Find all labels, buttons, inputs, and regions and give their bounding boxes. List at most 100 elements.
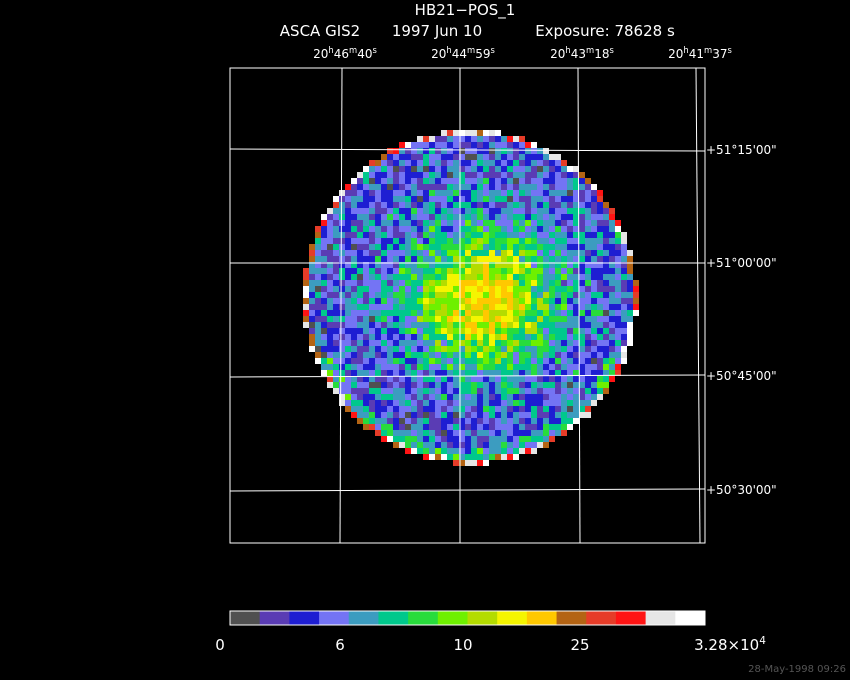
pixel xyxy=(411,160,417,166)
superscript: s xyxy=(609,45,613,55)
pixel xyxy=(315,298,321,304)
pixel xyxy=(519,184,525,190)
pixel xyxy=(591,226,597,232)
pixel xyxy=(375,292,381,298)
pixel xyxy=(465,394,471,400)
pixel xyxy=(333,226,339,232)
dec-label: +51°00'00" xyxy=(706,256,777,270)
pixel xyxy=(339,232,345,238)
pixel xyxy=(501,190,507,196)
pixel xyxy=(483,214,489,220)
pixel xyxy=(417,406,423,412)
pixel xyxy=(585,406,591,412)
pixel xyxy=(465,430,471,436)
pixel xyxy=(477,316,483,322)
pixel xyxy=(537,256,543,262)
pixel xyxy=(447,322,453,328)
pixel xyxy=(447,334,453,340)
pixel xyxy=(519,262,525,268)
pixel xyxy=(591,190,597,196)
pixel xyxy=(627,268,633,274)
pixel xyxy=(357,394,363,400)
pixel xyxy=(441,310,447,316)
pixel xyxy=(519,448,525,454)
pixel xyxy=(363,406,369,412)
pixel xyxy=(429,172,435,178)
pixel xyxy=(405,358,411,364)
pixel xyxy=(609,334,615,340)
pixel xyxy=(507,424,513,430)
pixel xyxy=(489,436,495,442)
pixel xyxy=(453,442,459,448)
pixel xyxy=(525,304,531,310)
pixel xyxy=(345,286,351,292)
pixel xyxy=(531,382,537,388)
pixel xyxy=(339,310,345,316)
pixel xyxy=(549,244,555,250)
pixel xyxy=(579,292,585,298)
pixel xyxy=(519,160,525,166)
pixel xyxy=(417,346,423,352)
pixel xyxy=(387,274,393,280)
pixel xyxy=(441,292,447,298)
pixel xyxy=(525,172,531,178)
pixel xyxy=(513,286,519,292)
pixel xyxy=(339,298,345,304)
pixel xyxy=(381,406,387,412)
pixel xyxy=(369,172,375,178)
pixel xyxy=(507,376,513,382)
pixel xyxy=(501,160,507,166)
pixel xyxy=(489,208,495,214)
pixel xyxy=(477,154,483,160)
pixel xyxy=(345,214,351,220)
pixel xyxy=(483,394,489,400)
pixel xyxy=(561,376,567,382)
pixel xyxy=(345,250,351,256)
pixel xyxy=(411,406,417,412)
pixel xyxy=(573,220,579,226)
pixel xyxy=(633,292,639,298)
pixel xyxy=(471,436,477,442)
pixel xyxy=(429,280,435,286)
pixel xyxy=(495,442,501,448)
pixel xyxy=(507,208,513,214)
pixel xyxy=(609,340,615,346)
pixel xyxy=(573,256,579,262)
pixel xyxy=(417,340,423,346)
pixel xyxy=(519,310,525,316)
pixel xyxy=(387,334,393,340)
pixel xyxy=(585,238,591,244)
pixel xyxy=(459,292,465,298)
pixel xyxy=(489,334,495,340)
pixel xyxy=(369,238,375,244)
pixel xyxy=(441,250,447,256)
pixel xyxy=(501,238,507,244)
pixel xyxy=(333,262,339,268)
pixel xyxy=(315,244,321,250)
pixel xyxy=(453,196,459,202)
pixel xyxy=(555,220,561,226)
pixel xyxy=(531,154,537,160)
pixel xyxy=(447,286,453,292)
pixel xyxy=(453,376,459,382)
pixel xyxy=(357,232,363,238)
pixel xyxy=(429,316,435,322)
pixel xyxy=(519,286,525,292)
pixel xyxy=(393,394,399,400)
title: HB21−POS_1 xyxy=(415,1,516,20)
pixel xyxy=(333,232,339,238)
pixel xyxy=(441,178,447,184)
pixel xyxy=(531,364,537,370)
pixel xyxy=(495,454,501,460)
pixel xyxy=(357,190,363,196)
pixel xyxy=(471,370,477,376)
pixel xyxy=(585,388,591,394)
pixel xyxy=(399,184,405,190)
pixel xyxy=(375,244,381,250)
pixel xyxy=(603,316,609,322)
pixel xyxy=(411,352,417,358)
pixel xyxy=(585,310,591,316)
pixel xyxy=(627,256,633,262)
pixel xyxy=(405,400,411,406)
pixel xyxy=(615,346,621,352)
